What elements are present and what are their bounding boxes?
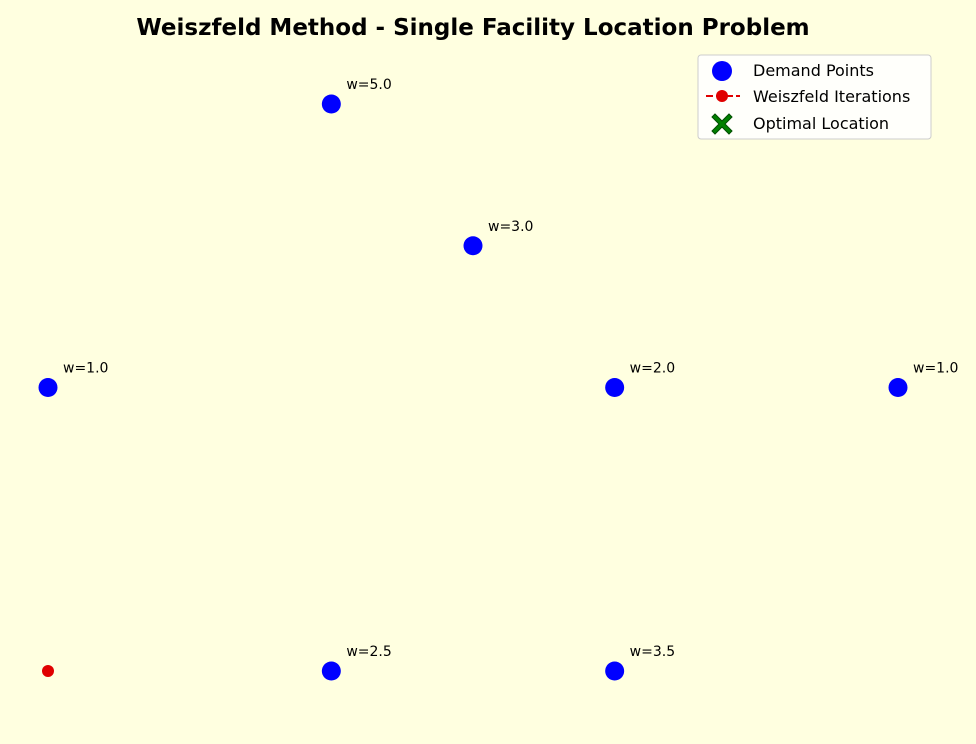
demand-point-6 bbox=[605, 661, 625, 681]
iteration-point-0 bbox=[42, 665, 54, 677]
plot-area: w=5.0 w=3.0 w=1.0 w=2.0 w=1.0 w=2.5 w=3.5 bbox=[38, 77, 958, 681]
legend-marker-optimal-location bbox=[711, 113, 733, 135]
weight-label-1: w=3.0 bbox=[488, 219, 533, 235]
weight-label-2: w=1.0 bbox=[63, 361, 108, 377]
legend-box bbox=[697, 54, 932, 140]
legend: Demand Points Weiszfeld Iterations Optim… bbox=[697, 54, 932, 140]
chart-title: Weiszfeld Method - Single Facility Locat… bbox=[136, 15, 809, 41]
legend-marker-iterations-dot bbox=[716, 90, 728, 102]
weight-label-3: w=2.0 bbox=[630, 361, 675, 377]
legend-label-optimal-location: Optimal Location bbox=[753, 114, 889, 133]
weight-label-6: w=3.5 bbox=[630, 644, 675, 660]
legend-label-demand-points: Demand Points bbox=[753, 61, 874, 80]
weight-label-5: w=2.5 bbox=[346, 644, 391, 660]
weight-label-4: w=1.0 bbox=[913, 361, 958, 377]
demand-point-5 bbox=[321, 661, 341, 681]
demand-point-1 bbox=[463, 236, 483, 256]
weight-label-0: w=5.0 bbox=[346, 77, 391, 93]
demand-point-2 bbox=[38, 378, 58, 397]
legend-marker-demand-points bbox=[712, 61, 732, 81]
legend-label-iterations: Weiszfeld Iterations bbox=[753, 87, 910, 106]
demand-point-3 bbox=[605, 378, 625, 397]
demand-point-0 bbox=[321, 94, 341, 114]
demand-point-4 bbox=[888, 378, 908, 397]
